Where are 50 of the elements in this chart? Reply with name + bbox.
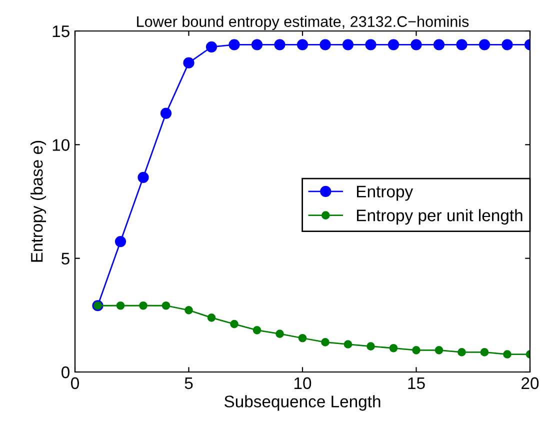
- point: [160, 108, 172, 119]
- point: [184, 306, 193, 314]
- point: [138, 172, 149, 183]
- x-tick-label: 5: [184, 377, 193, 390]
- point: [458, 348, 466, 356]
- point: [365, 39, 376, 50]
- point: [478, 39, 490, 50]
- point: [276, 330, 284, 338]
- point: [298, 334, 307, 342]
- point: [321, 338, 330, 346]
- point: [456, 39, 468, 50]
- point: [114, 236, 126, 248]
- legend-label: Entropy per unit length: [357, 209, 522, 225]
- point: [410, 39, 422, 50]
- point: [274, 39, 286, 50]
- point: [344, 340, 352, 348]
- legend-label: Entropy: [357, 186, 414, 201]
- point: [480, 348, 489, 356]
- y-tick-label: 0: [62, 366, 70, 378]
- point: [207, 314, 216, 322]
- point: [503, 350, 512, 358]
- point: [342, 39, 354, 50]
- y-tick-label: 5: [62, 252, 70, 265]
- point: [251, 39, 263, 50]
- x-tick-label: 0: [71, 377, 79, 390]
- point: [389, 344, 398, 352]
- point: [388, 39, 400, 50]
- point: [230, 320, 238, 328]
- point: [412, 346, 420, 354]
- point: [183, 57, 194, 68]
- x-axis-title: Subsequence Length: [224, 395, 380, 411]
- point: [320, 39, 331, 50]
- x-tick-label: 20: [522, 377, 539, 390]
- y-tick-label: 15: [52, 26, 70, 38]
- point: [116, 301, 125, 310]
- y-tick-label: 10: [52, 139, 70, 151]
- x-tick-label: 10: [294, 377, 312, 390]
- point: [228, 39, 240, 50]
- point: [296, 39, 308, 50]
- y-axis-title: Entropy (base e): [30, 140, 46, 262]
- point: [433, 39, 445, 50]
- x-tick-label: 15: [408, 377, 425, 390]
- point: [434, 346, 444, 354]
- chart-title: Lower bound entropy estimate, 23132.C−hominis: [137, 16, 469, 30]
- point: [139, 301, 148, 310]
- point: [206, 41, 218, 52]
- point: [252, 326, 262, 334]
- point: [366, 342, 375, 350]
- point: [162, 301, 170, 310]
- point: [502, 39, 513, 50]
